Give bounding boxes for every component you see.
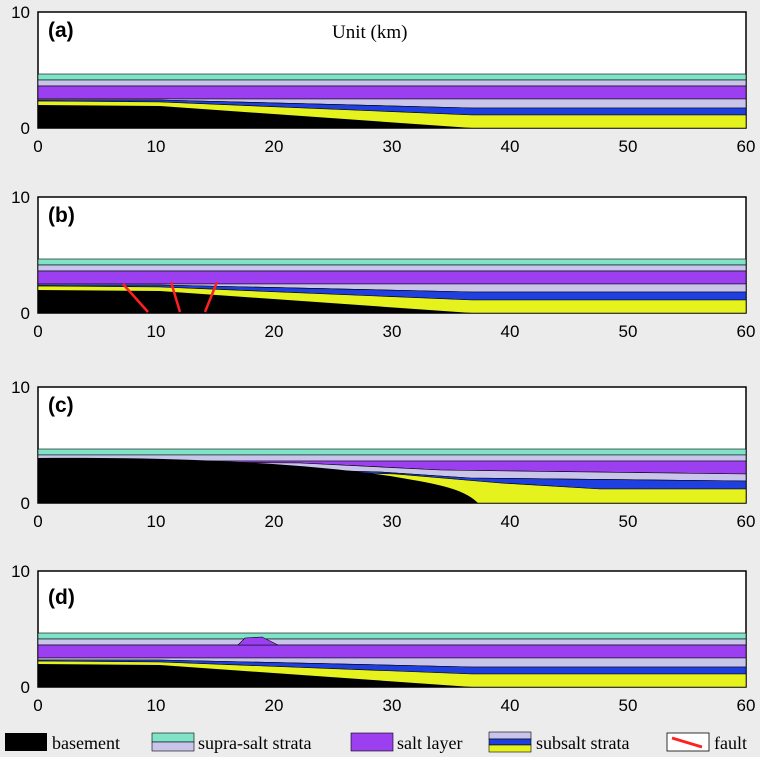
y-tick-label: 0 (21, 119, 30, 138)
y-tick-label: 10 (11, 3, 30, 22)
x-tick-label: 20 (265, 137, 284, 156)
panel-b: (b) 10 0 0 10 20 30 40 50 60 (11, 188, 755, 341)
x-tick-label: 50 (619, 696, 638, 715)
basement (38, 290, 472, 313)
supra-salt-top-layer (38, 73, 746, 81)
x-axis: 0 10 20 30 40 50 60 (33, 512, 755, 531)
x-tick-label: 60 (737, 137, 756, 156)
subsalt-swatch-lavender (488, 731, 532, 740)
strata-layers (38, 448, 746, 503)
y-tick-label: 0 (21, 494, 30, 513)
x-axis: 0 10 20 30 40 50 60 (33, 137, 755, 156)
supra-salt-bottom-layer (38, 79, 746, 87)
panel-a: (a) Unit (km) 10 0 0 10 20 30 40 50 60 (11, 3, 755, 156)
legend-label: fault (714, 733, 747, 753)
supra-salt-bottom-layer (38, 454, 746, 462)
basement (38, 664, 472, 687)
legend-item-salt: salt layer (350, 732, 462, 753)
x-tick-label: 30 (383, 137, 402, 156)
x-tick-label: 10 (147, 696, 166, 715)
fault-line (122, 283, 149, 313)
x-tick-label: 10 (147, 512, 166, 531)
panel-label: (a) (48, 19, 74, 42)
x-axis: 0 10 20 30 40 50 60 (33, 322, 755, 341)
salt-swatch (350, 732, 394, 752)
x-tick-label: 40 (501, 512, 520, 531)
x-tick-label: 10 (147, 322, 166, 341)
y-tick-label: 10 (11, 562, 30, 581)
supra-salt-top-layer (38, 632, 746, 640)
basement-swatch (5, 733, 47, 751)
salt-layer (38, 644, 746, 659)
panel-label: (b) (48, 204, 75, 227)
salt-dome (237, 636, 279, 646)
legend-item-supra-salt: supra-salt strata (151, 732, 311, 753)
subsalt-swatch-yellow (488, 744, 532, 753)
x-tick-label: 60 (737, 696, 756, 715)
legend-label: basement (52, 733, 120, 753)
basement (38, 457, 478, 503)
y-tick-label: 0 (21, 678, 30, 697)
supra-salt-bottom-layer (38, 264, 746, 272)
x-tick-label: 50 (619, 322, 638, 341)
fault-line (169, 281, 182, 313)
supra-salt-swatch-bottom (151, 741, 195, 752)
legend-label: subsalt strata (536, 733, 629, 753)
panel-c: (c) 10 0 0 10 20 30 40 50 60 (11, 378, 755, 531)
unit-label: Unit (km) (332, 22, 407, 43)
subsalt-swatch-blue (488, 738, 532, 746)
legend-item-fault: fault (666, 732, 747, 753)
panel-d: (d) 10 0 0 10 20 30 40 50 60 (11, 562, 755, 715)
basement (38, 105, 472, 128)
salt-layer (38, 85, 746, 100)
x-tick-label: 10 (147, 137, 166, 156)
x-tick-label: 30 (383, 696, 402, 715)
panel-label: (c) (48, 394, 74, 417)
x-tick-label: 0 (33, 137, 42, 156)
y-tick-label: 0 (21, 304, 30, 323)
x-axis: 0 10 20 30 40 50 60 (33, 696, 755, 715)
supra-salt-top-layer (38, 448, 746, 456)
x-tick-label: 0 (33, 322, 42, 341)
legend-label: supra-salt strata (198, 733, 311, 753)
x-tick-label: 60 (737, 322, 756, 341)
x-tick-label: 50 (619, 137, 638, 156)
legend-item-basement: basement (5, 733, 120, 753)
x-tick-label: 40 (501, 696, 520, 715)
fault-line (203, 281, 219, 313)
x-tick-label: 30 (383, 512, 402, 531)
panel-label: (d) (48, 586, 75, 609)
fault-swatch-line (671, 736, 703, 749)
x-tick-label: 40 (501, 137, 520, 156)
x-tick-label: 50 (619, 512, 638, 531)
supra-salt-top-layer (38, 258, 746, 266)
supra-salt-swatch-top (151, 732, 195, 743)
x-tick-label: 40 (501, 322, 520, 341)
x-tick-label: 0 (33, 512, 42, 531)
strata-layers (38, 73, 746, 128)
legend-label: salt layer (397, 733, 462, 753)
strata-layers (38, 258, 746, 313)
x-tick-label: 20 (265, 512, 284, 531)
x-tick-label: 0 (33, 696, 42, 715)
y-tick-label: 10 (11, 188, 30, 207)
x-tick-label: 20 (265, 322, 284, 341)
x-tick-label: 30 (383, 322, 402, 341)
x-tick-label: 60 (737, 512, 756, 531)
salt-layer (38, 270, 746, 285)
x-tick-label: 20 (265, 696, 284, 715)
y-tick-label: 10 (11, 378, 30, 397)
legend: basement supra-salt strata salt layer su… (5, 731, 747, 753)
strata-layers (38, 632, 746, 687)
legend-item-subsalt: subsalt strata (488, 731, 629, 753)
supra-salt-bottom-layer (38, 638, 746, 646)
